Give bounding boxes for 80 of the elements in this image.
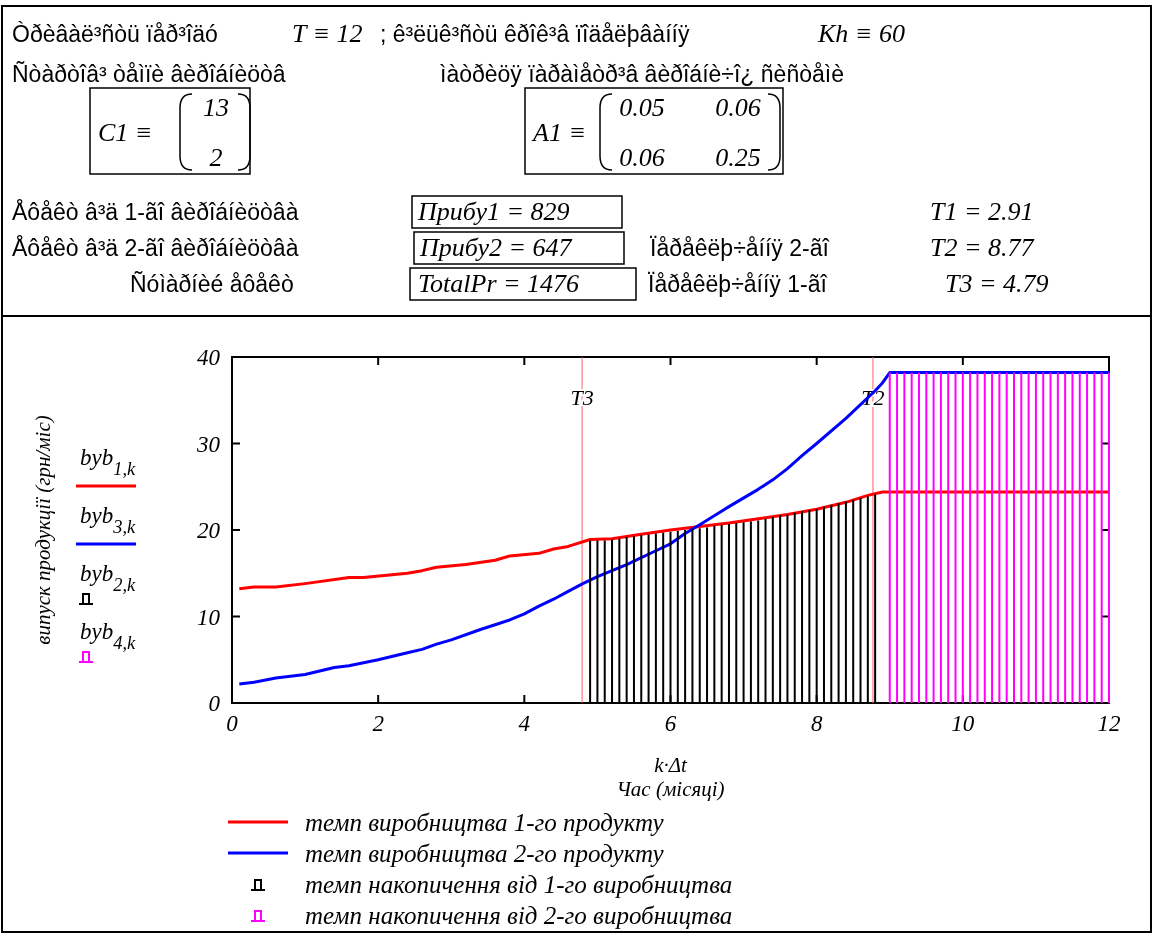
legend-label: темп виробництва 2-го продукту: [305, 840, 665, 867]
bar: [969, 372, 972, 703]
text: byb$_{3,k}$: [80, 503, 137, 537]
bar: [903, 372, 906, 703]
bar: [1027, 372, 1030, 703]
text: T3 = 4.79: [945, 269, 1049, 298]
bar: [1093, 372, 1096, 703]
line-series: [237, 371, 1111, 686]
y-tick-label: 0: [208, 691, 221, 716]
text: випуск продукції (грн/міс): [31, 415, 55, 645]
text: 0.06: [715, 93, 761, 122]
bar: [1042, 372, 1045, 703]
text: 13: [203, 93, 229, 122]
text: byb$_{2,k}$: [80, 561, 137, 595]
bar: [1005, 372, 1008, 703]
text: T1 = 2.91: [930, 197, 1034, 226]
bar: [888, 372, 891, 703]
legend-label: темп накопичення від 1-го виробництва: [305, 871, 733, 898]
y-tick-label: 20: [197, 518, 221, 543]
bar: [896, 372, 899, 703]
text: 0.06: [619, 143, 665, 172]
x-tick-label: 10: [951, 711, 975, 736]
bar: [976, 372, 979, 703]
text: Òðèâàë³ñòü ïåð³îäó: [12, 21, 218, 47]
legend-label: темп накопичення від 2-го виробництва: [305, 902, 733, 929]
bar: [910, 372, 913, 703]
text: TotalPr = 1476: [418, 269, 580, 298]
bar: [917, 372, 920, 703]
text: A1 ≡: [531, 118, 586, 147]
text: Ñòàðòîâ³ òåìïè âèðîáíèöòâ: [12, 61, 286, 87]
bar: [1012, 372, 1015, 703]
bar: [947, 372, 950, 703]
text: Ïåðåêëþ÷åííÿ 1-ãî: [648, 271, 828, 297]
bar: [1108, 372, 1110, 703]
text: T ≡ 12: [292, 19, 363, 48]
text: Åôåêò â³ä 2-ãî âèðîáíèöòâà: [12, 234, 299, 261]
y-tick-label: 40: [197, 345, 221, 370]
legend-label: темп виробництва 1-го продукту: [305, 809, 665, 836]
text: ìàòðèöÿ ïàðàìåòð³â âèðîáíè÷î¿ ñèñòåìè: [440, 61, 844, 87]
text: 0.25: [715, 143, 761, 172]
bar: [1049, 372, 1052, 703]
text: ; ê³ëüê³ñòü êðîê³â ïîäåëþâàííÿ: [380, 21, 690, 47]
x-axis-title: k·Δt Час (місяці): [616, 753, 725, 801]
bar: [1056, 372, 1059, 703]
bar: [1020, 372, 1023, 703]
x-tick-label: 0: [226, 711, 239, 736]
text: Прибу1 = 829: [417, 197, 570, 226]
bar: [925, 372, 928, 703]
text: Ñóìàðíèé åôåêò: [130, 271, 294, 297]
bar: [983, 372, 986, 703]
y-tick-label: 10: [197, 604, 221, 630]
x-tick-label: 8: [810, 711, 823, 736]
x-tick-label: 6: [664, 711, 677, 736]
bar: [961, 372, 964, 703]
bar: [939, 372, 942, 703]
x-tick-label: 12: [1097, 711, 1121, 736]
bar: [1064, 372, 1067, 703]
text: 2: [209, 143, 223, 172]
text: Kh ≡ 60: [817, 19, 905, 48]
bar: [1034, 372, 1037, 703]
bar: [1086, 372, 1089, 703]
bar: [1100, 372, 1103, 703]
text: Ïåðåêëþ÷åííÿ 2-ãî: [650, 235, 830, 261]
bar: [954, 372, 957, 703]
ref-line-label: T3: [570, 384, 594, 410]
y-tick-label: 30: [196, 431, 221, 457]
text: Прибу2 = 647: [419, 233, 573, 262]
text: Åôåêò â³ä 1-ãî âèðîáíèöòâà: [12, 198, 299, 225]
text: byb$_{1,k}$: [80, 445, 137, 479]
x-tick-label: 2: [372, 711, 384, 736]
bar: [1078, 372, 1081, 703]
text: byb$_{4,k}$: [80, 619, 137, 653]
x-tick-label: 4: [518, 711, 531, 736]
text: C1 ≡: [98, 118, 153, 147]
bar: [932, 372, 935, 703]
text: T2 = 8.77: [930, 233, 1035, 262]
bar: [1071, 372, 1074, 703]
bar: [991, 372, 994, 703]
bar: [998, 372, 1001, 703]
text: 0.05: [619, 93, 665, 122]
